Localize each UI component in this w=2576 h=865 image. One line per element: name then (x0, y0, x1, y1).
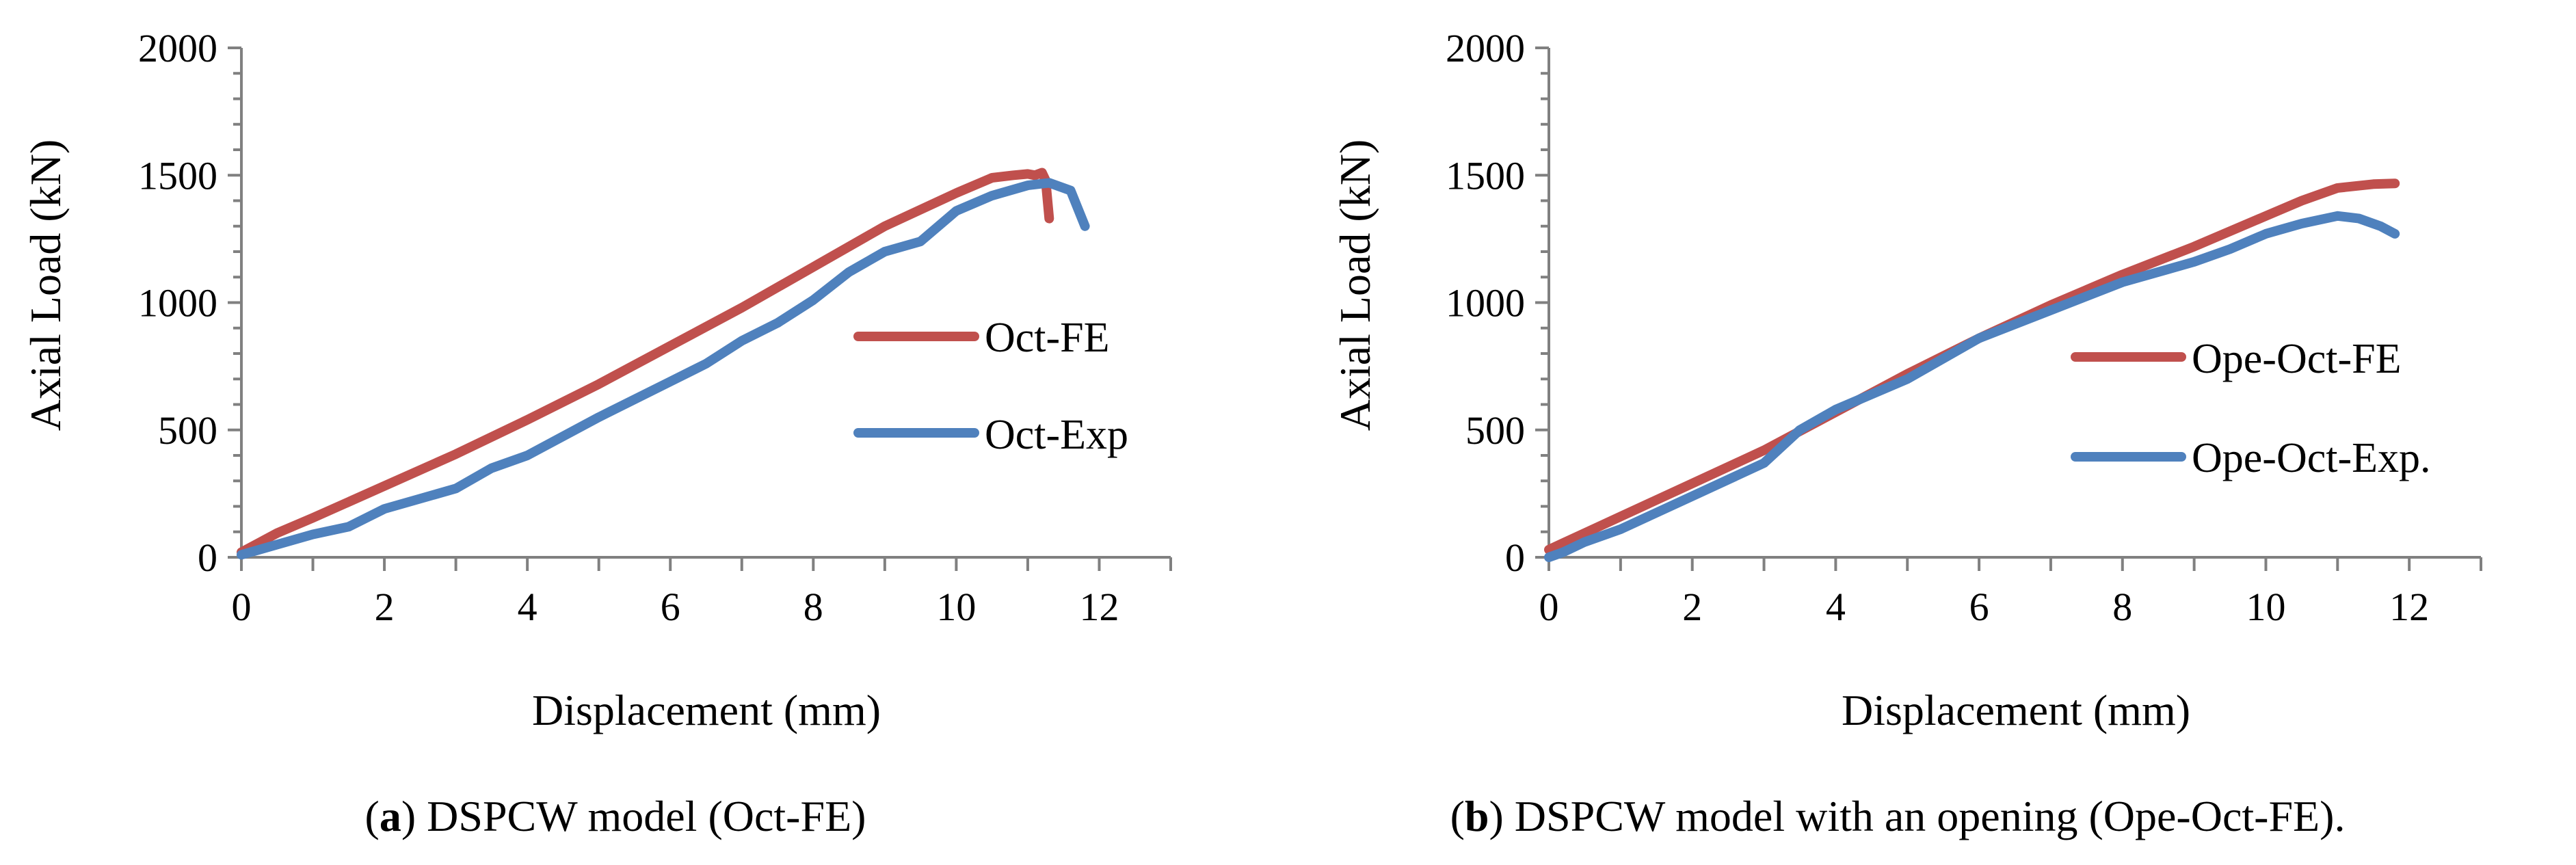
chart-a-y-tick-label: 0 (198, 535, 217, 580)
legend-label-oct-exp: Oct-Exp (985, 412, 1128, 458)
caption-a: (a) DSPCW model (Oct-FE) (365, 792, 866, 840)
chart-b-x-tick-label: 12 (2389, 585, 2429, 629)
chart-b-y-tick-label: 2000 (1446, 26, 1525, 70)
chart-a-y-tick-label: 500 (158, 408, 217, 453)
chart-b-xlabel: Displacement (mm) (1842, 686, 2190, 734)
caption-b: (b) DSPCW model with an opening (Ope-Oct… (1450, 792, 2346, 840)
chart-a-y-tick-label: 2000 (138, 26, 217, 70)
chart-b-series (1544, 178, 2400, 562)
panel-a: 0 500 1000 1500 2000 0 2 4 6 8 10 12 Displacement (… (21, 26, 1172, 840)
caption-a-text: ) DSPCW model (Oct-FE) (401, 792, 866, 840)
chart-b-y-tick-label: 0 (1505, 535, 1525, 580)
chart-b-y-tick-label: 1000 (1446, 281, 1525, 325)
chart-a-y-tick-label: 1000 (138, 281, 217, 325)
chart-b-y-tick-label: 500 (1465, 408, 1525, 453)
chart-b-y-tick-label: 1500 (1446, 153, 1525, 198)
chart-a-x-tick-label: 10 (936, 585, 976, 629)
caption-a-letter: a (380, 792, 401, 840)
chart-a-x-tick-label: 4 (518, 585, 537, 629)
chart-b-x-tick-label: 2 (1682, 585, 1702, 629)
chart-a-ylabel: Axial Load (kN) (21, 139, 70, 431)
chart-b-x-tick-label: 8 (2112, 585, 2132, 629)
chart-b-x-tick-label: 10 (2246, 585, 2285, 629)
series-line-oct-fe (237, 168, 1054, 557)
chart-b-x-tick-label: 4 (1826, 585, 1846, 629)
chart-b-ylabel: Axial Load (kN) (1331, 139, 1379, 431)
chart-a-x-tick-label: 6 (661, 585, 680, 629)
chart-a-series (237, 168, 1090, 560)
legend-label-ope-oct-exp: Ope-Oct-Exp. (2192, 435, 2430, 481)
caption-b-text: ) DSPCW model with an opening (Ope-Oct-F… (1489, 792, 2345, 840)
legend-label-ope-oct-fe: Ope-Oct-FE (2192, 336, 2401, 382)
chart-a-x-tick-label: 12 (1079, 585, 1119, 629)
legend-label-oct-fe: Oct-FE (985, 315, 1110, 361)
series-line-oct-exp (237, 178, 1090, 560)
chart-a-legend: Oct-FE Oct-Exp (853, 315, 1128, 458)
panel-b: 0 500 1000 1500 2000 0 2 4 6 8 10 12 Displacement (… (1331, 26, 2482, 840)
chart-a-axes: 0 500 1000 1500 2000 0 2 4 6 8 10 12 (138, 26, 1172, 629)
chart-b-x-tick-label: 0 (1539, 585, 1559, 629)
chart-b-x-tick-label: 6 (1969, 585, 1989, 629)
chart-a-x-tick-label: 8 (804, 585, 823, 629)
chart-a-y-tick-label: 1500 (138, 153, 217, 198)
chart-a-x-tick-label: 0 (232, 585, 252, 629)
series-line-ope-oct-exp (1544, 211, 2400, 562)
caption-b-letter: b (1465, 792, 1489, 840)
chart-a-x-tick-label: 2 (375, 585, 395, 629)
chart-b-legend: Ope-Oct-FE Ope-Oct-Exp. (2071, 336, 2430, 481)
chart-a-xlabel: Displacement (mm) (532, 686, 881, 734)
chart-b-axes: 0 500 1000 1500 2000 0 2 4 6 8 10 12 (1446, 26, 2482, 629)
